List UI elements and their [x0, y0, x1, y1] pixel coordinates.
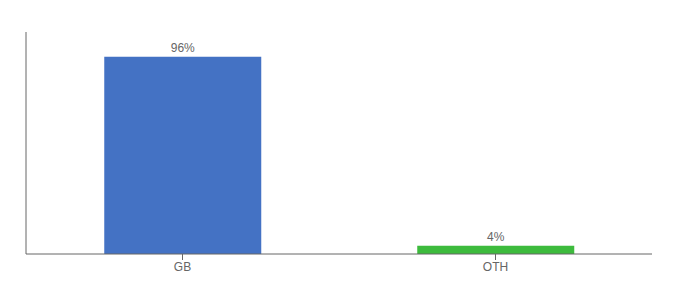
svg-text:GB: GB [174, 260, 191, 274]
svg-text:96%: 96% [171, 41, 195, 55]
svg-text:OTH: OTH [483, 260, 508, 274]
svg-text:4%: 4% [487, 230, 505, 244]
